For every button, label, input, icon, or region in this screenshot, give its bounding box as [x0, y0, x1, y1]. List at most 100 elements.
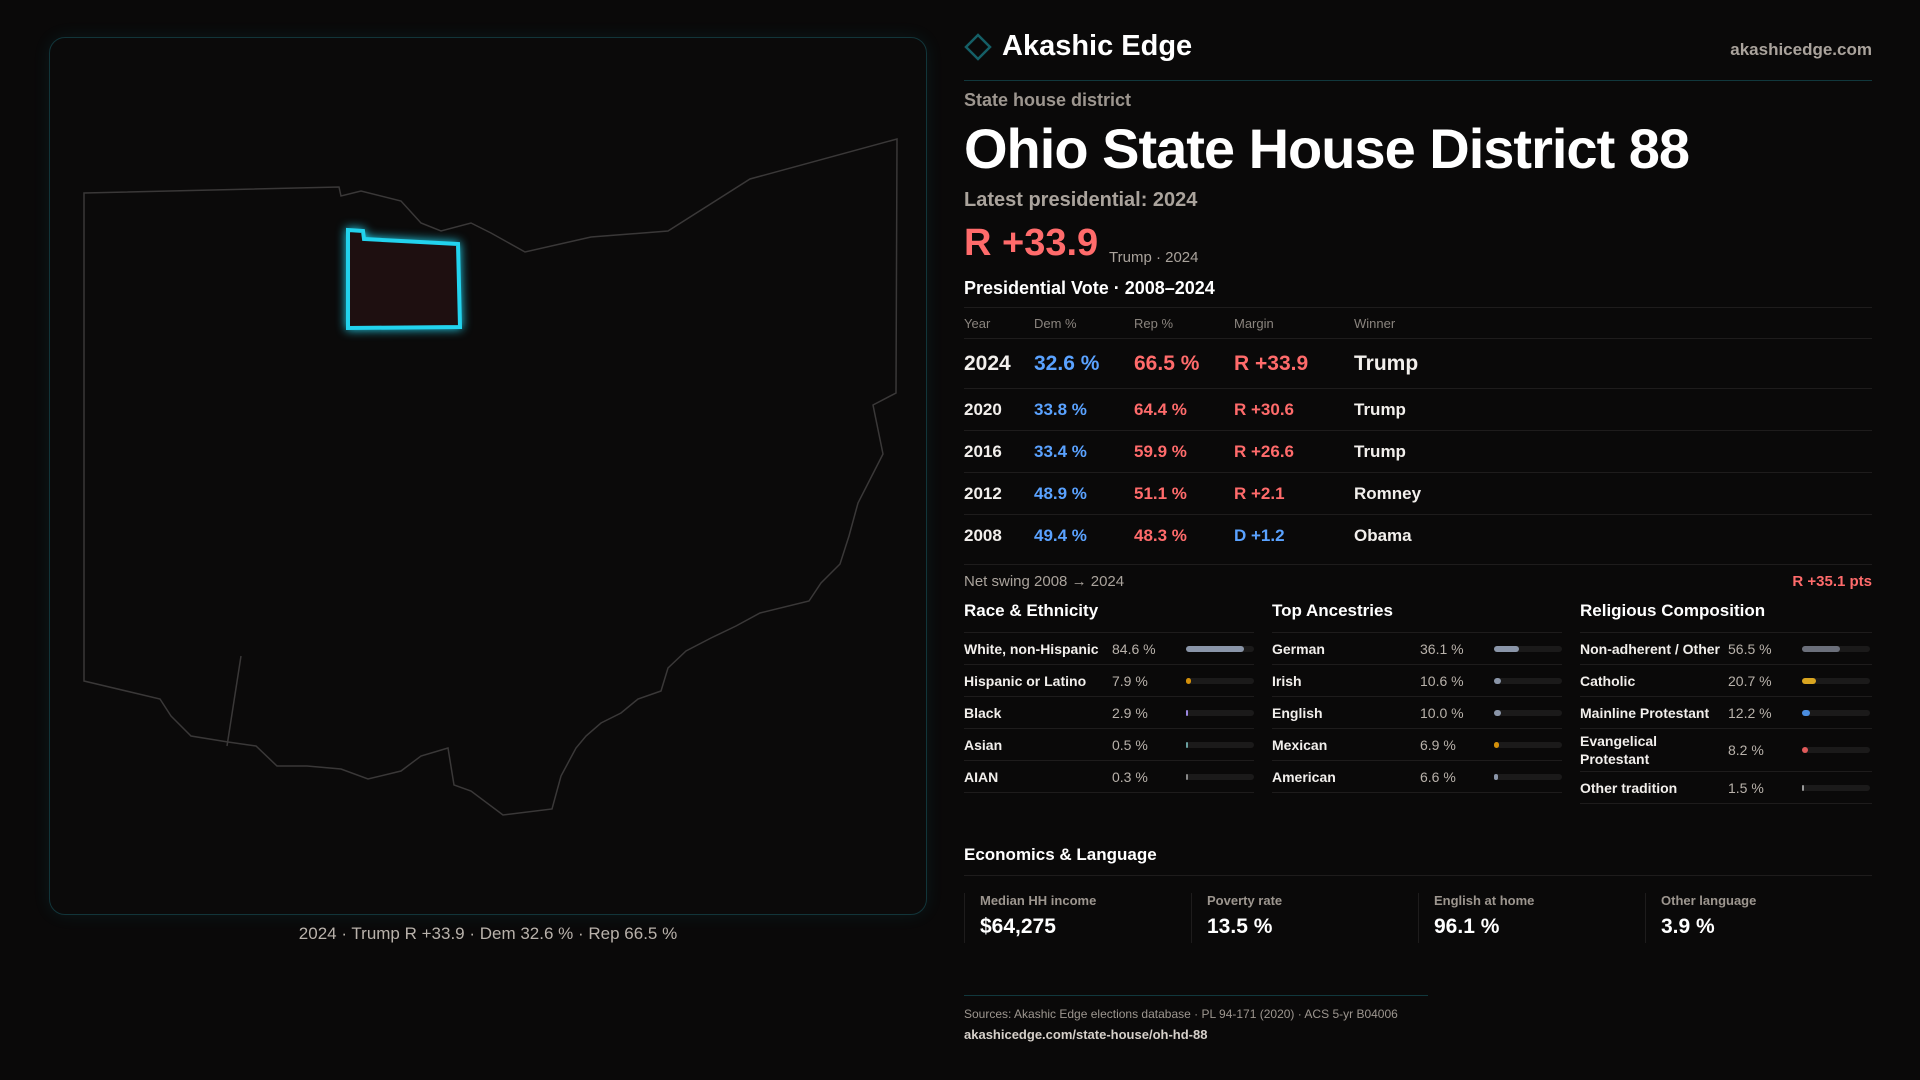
- col-dem: Dem %: [1034, 315, 1077, 331]
- stat-label: Other language: [1661, 893, 1757, 908]
- item-label: Mainline Protestant: [1580, 704, 1710, 721]
- swing-label: Net swing 2008 → 2024: [964, 573, 1125, 590]
- item-bar-fill: [1802, 677, 1817, 684]
- page-url[interactable]: akashicedge.com/state-house/oh-hd-88: [964, 1027, 1208, 1042]
- list-item: German 36.1 %: [1272, 633, 1562, 665]
- sources: Sources: Akashic Edge elections database…: [964, 1007, 1398, 1021]
- state-outline: [83, 138, 898, 816]
- section-title: Religious Composition: [1580, 601, 1872, 633]
- item-label: Asian: [964, 736, 1003, 753]
- list-item: Mexican 6.9 %: [1272, 729, 1562, 761]
- section-title: Top Ancestries: [1272, 601, 1562, 633]
- item-bar-fill: [1186, 741, 1188, 748]
- item-bar: [1494, 645, 1562, 652]
- item-bar-fill: [1802, 784, 1804, 791]
- item-bar: [1186, 773, 1254, 780]
- site-link[interactable]: akashicedge.com: [1730, 40, 1872, 59]
- item-bar: [1494, 709, 1562, 716]
- stat-card: English at home 96.1 %: [1418, 893, 1645, 943]
- table-row: 2024 32.6 % 66.5 % R +33.9 Trump: [964, 338, 1872, 388]
- vote-table: Year Dem % Rep % Margin Winner 2024 32.6…: [964, 307, 1872, 565]
- item-label: Non-adherent / Other: [1580, 640, 1721, 657]
- list-item: Catholic 20.7 %: [1580, 665, 1872, 697]
- item-bar: [1494, 741, 1562, 748]
- section-title: Race & Ethnicity: [964, 601, 1254, 633]
- item-bar: [1802, 747, 1870, 753]
- winner: Trump: [1354, 441, 1406, 461]
- map-caption: 2024 · Trump R +33.9 · Dem 32.6 % · Rep …: [298, 924, 678, 943]
- item-bar-fill: [1494, 645, 1519, 652]
- margin: R +30.6: [1234, 399, 1295, 419]
- item-label: American: [1272, 768, 1336, 785]
- stat-value: 3.9 %: [1661, 915, 1715, 938]
- list-item: Hispanic or Latino 7.9 %: [964, 665, 1254, 697]
- item-bar: [1186, 677, 1254, 684]
- latest-presidential: Latest presidential: 2024: [964, 189, 1198, 211]
- margin: R +33.9: [1234, 351, 1309, 375]
- item-bar-fill: [1494, 741, 1499, 748]
- stat-card: Poverty rate 13.5 %: [1191, 893, 1418, 943]
- item-bar: [1802, 709, 1870, 716]
- item-pct: 6.6 %: [1420, 768, 1456, 785]
- item-bar-fill: [1186, 773, 1188, 780]
- item-bar-fill: [1186, 709, 1188, 716]
- economics-cards: Median HH income $64,275 Poverty rate 13.5 …: [964, 893, 1872, 943]
- item-bar: [1186, 709, 1254, 716]
- winner: Romney: [1354, 483, 1422, 503]
- list-item: American 6.6 %: [1272, 761, 1562, 793]
- district-88-outline[interactable]: [346, 227, 463, 331]
- item-bar: [1802, 784, 1870, 791]
- diamond-icon: [964, 32, 992, 61]
- item-pct: 12.2 %: [1728, 704, 1772, 721]
- item-bar-fill: [1802, 709, 1811, 716]
- rep-pct: 64.4 %: [1134, 399, 1187, 419]
- item-bar: [1494, 773, 1562, 780]
- map-panel[interactable]: [49, 37, 927, 915]
- swing-value: R +35.1 pts: [1792, 573, 1872, 590]
- latest-margin: R +33.9: [964, 222, 1099, 264]
- page-title: Ohio State House District 88: [964, 117, 1690, 180]
- district-kind: State house district: [964, 90, 1132, 110]
- item-label: German: [1272, 640, 1325, 657]
- item-pct: 10.0 %: [1420, 704, 1464, 721]
- margin: D +1.2: [1234, 525, 1285, 545]
- item-label: AIAN: [964, 768, 999, 785]
- table-row: 2008 49.4 % 48.3 % D +1.2 Obama: [964, 514, 1872, 556]
- economics-title: Economics & Language: [964, 845, 1872, 876]
- item-pct: 36.1 %: [1420, 640, 1464, 657]
- item-bar-fill: [1186, 677, 1192, 684]
- item-label: Other tradition: [1580, 779, 1678, 796]
- year: 2016: [964, 441, 1002, 461]
- dem-pct: 33.4 %: [1034, 441, 1087, 461]
- item-pct: 20.7 %: [1728, 672, 1772, 689]
- item-label: Catholic: [1580, 672, 1636, 689]
- list-item: Irish 10.6 %: [1272, 665, 1562, 697]
- winner: Trump: [1354, 351, 1419, 375]
- item-label: English: [1272, 704, 1323, 721]
- item-bar-fill: [1802, 645, 1841, 652]
- item-bar-fill: [1186, 645, 1244, 652]
- item-pct: 0.3 %: [1112, 768, 1148, 785]
- brand[interactable]: Akashic Edge: [964, 30, 1192, 63]
- table-row: 2020 33.8 % 64.4 % R +30.6 Trump: [964, 388, 1872, 430]
- margin: R +2.1: [1234, 483, 1285, 503]
- dem-pct: 48.9 %: [1034, 483, 1087, 503]
- list-item: Black 2.9 %: [964, 697, 1254, 729]
- net-swing: Net swing 2008 → 2024 R +35.1 pts: [964, 573, 1872, 590]
- item-pct: 8.2 %: [1728, 742, 1764, 758]
- list-item: Non-adherent / Other 56.5 %: [1580, 633, 1872, 665]
- margin: R +26.6: [1234, 441, 1295, 461]
- list-item: Mainline Protestant 12.2 %: [1580, 697, 1872, 729]
- item-label: Irish: [1272, 672, 1302, 689]
- item-bar: [1802, 645, 1870, 652]
- ancestry-section: Top Ancestries German 36.1 % Irish 10.6 %…: [1272, 601, 1562, 793]
- table-header: Year Dem % Rep % Margin Winner: [964, 307, 1872, 338]
- table-row: 2012 48.9 % 51.1 % R +2.1 Romney: [964, 472, 1872, 514]
- item-bar: [1186, 741, 1254, 748]
- stat-value: $64,275: [980, 915, 1056, 938]
- item-bar-fill: [1802, 747, 1808, 753]
- winner: Trump: [1354, 399, 1406, 419]
- stat-value: 96.1 %: [1434, 915, 1500, 938]
- rep-pct: 51.1 %: [1134, 483, 1187, 503]
- rep-pct: 66.5 %: [1134, 351, 1200, 375]
